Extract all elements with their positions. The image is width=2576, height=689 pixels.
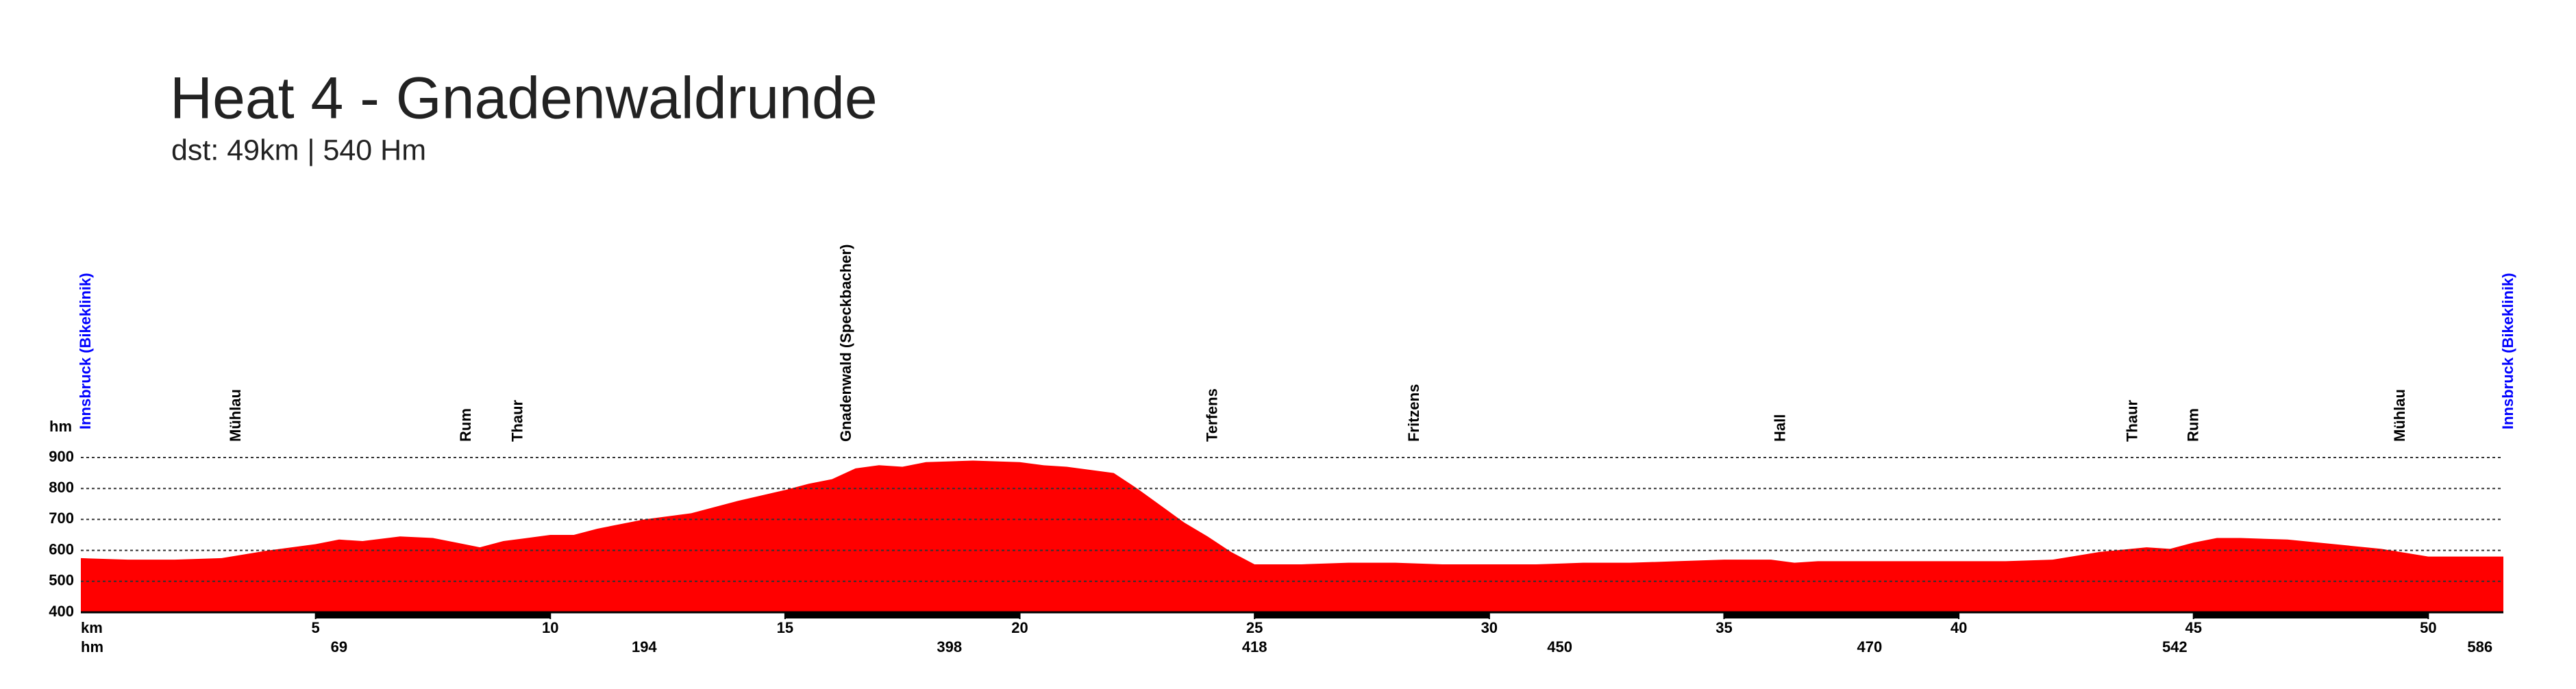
climb-label: 586 — [2467, 638, 2492, 655]
climb-label: 418 — [1242, 638, 1267, 655]
x-tick-label: 10 — [542, 619, 558, 636]
climb-label: 69 — [331, 638, 347, 655]
waypoint-label: Mühlau — [2391, 389, 2408, 442]
climb-axis-label: hm — [81, 638, 103, 655]
elevation-area — [81, 460, 2503, 612]
waypoint-label: Innsbruck (Bikeklinik) — [77, 273, 94, 429]
waypoint-label: Terfens — [1203, 388, 1220, 442]
x-tick-label: 20 — [1011, 619, 1028, 636]
distance-bar — [784, 612, 1020, 618]
waypoint-label: Thaur — [508, 399, 525, 442]
waypoint-label: Fritzens — [1405, 384, 1422, 442]
waypoint-label: Thaur — [2124, 399, 2141, 442]
climb-label: 542 — [2162, 638, 2188, 655]
waypoint-label: Innsbruck (Bikeklinik) — [2499, 273, 2516, 429]
y-tick-label: 400 — [49, 603, 74, 620]
x-tick-label: 40 — [1950, 619, 1967, 636]
y-tick-label: 800 — [49, 479, 74, 496]
x-tick-label: 25 — [1246, 619, 1263, 636]
y-tick-label: 900 — [49, 448, 74, 465]
x-tick-label: 15 — [777, 619, 793, 636]
waypoint-label: Mühlau — [227, 389, 244, 442]
x-tick-label: 45 — [2185, 619, 2201, 636]
distance-bar — [1724, 612, 1959, 618]
x-tick-label: 50 — [2420, 619, 2436, 636]
waypoint-label: Rum — [2185, 408, 2202, 442]
y-tick-label: 600 — [49, 540, 74, 558]
x-tick-label: 5 — [312, 619, 320, 636]
x-tick-label: 30 — [1481, 619, 1498, 636]
distance-bar — [1254, 612, 1489, 618]
distance-bar — [2193, 612, 2429, 618]
y-tick-label: 500 — [49, 572, 74, 589]
y-axis-label: hm — [49, 418, 72, 435]
x-axis-label: km — [81, 619, 103, 636]
distance-bar — [315, 612, 551, 618]
x-tick-label: 35 — [1716, 619, 1732, 636]
climb-label: 450 — [1547, 638, 1572, 655]
climb-label: 398 — [937, 638, 962, 655]
waypoint-label: Hall — [1772, 414, 1789, 442]
y-tick-label: 700 — [49, 510, 74, 527]
chart-title: Heat 4 - Gnadenwaldrunde — [170, 66, 878, 131]
waypoint-label: Rum — [457, 408, 474, 442]
climb-label: 470 — [1857, 638, 1883, 655]
chart-subtitle: dst: 49km | 540 Hm — [171, 134, 426, 166]
waypoint-label: Gnadenwald (Speckbacher) — [837, 244, 854, 442]
climb-label: 194 — [632, 638, 657, 655]
